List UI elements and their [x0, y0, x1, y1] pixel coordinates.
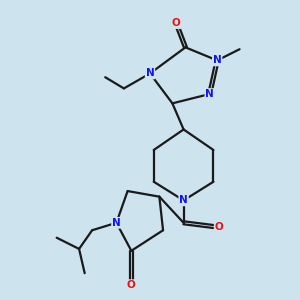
Text: N: N [213, 56, 222, 65]
Text: O: O [172, 18, 181, 28]
Text: N: N [146, 68, 154, 79]
Text: N: N [205, 89, 214, 99]
Text: O: O [127, 280, 136, 290]
Text: N: N [179, 195, 188, 206]
Text: N: N [112, 218, 121, 228]
Text: O: O [215, 221, 224, 232]
